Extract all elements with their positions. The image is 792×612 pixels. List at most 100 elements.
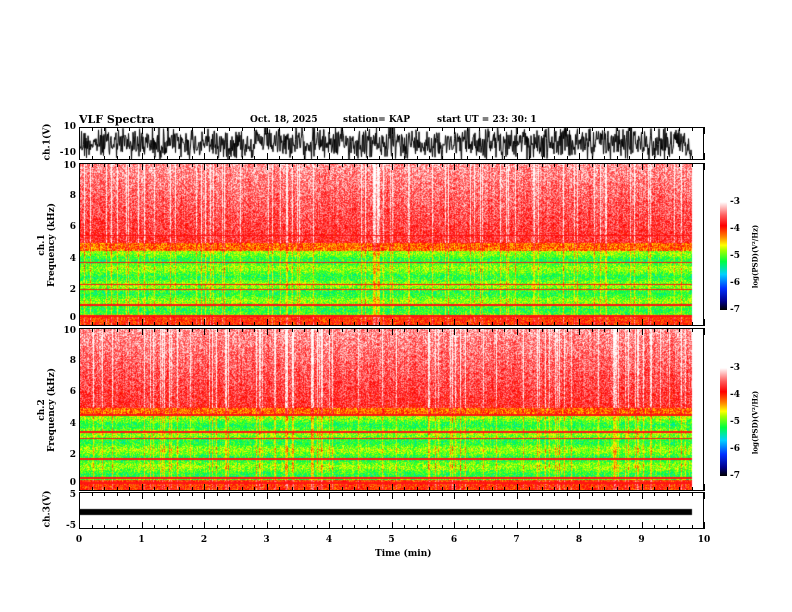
tick-mark — [516, 127, 518, 134]
tick-mark — [529, 322, 530, 326]
tick-mark — [629, 328, 630, 332]
tick-mark — [429, 328, 430, 332]
tick-mark — [704, 522, 705, 529]
tick-mark — [179, 492, 180, 496]
tick-mark — [504, 156, 505, 160]
tick-mark — [166, 487, 168, 491]
ch1-y-label: ch.1(V) — [42, 123, 53, 161]
tick-mark — [354, 492, 355, 496]
tick-mark — [316, 328, 318, 332]
tick-mark — [116, 328, 118, 332]
tick-mark — [704, 153, 705, 160]
tick-mark — [529, 156, 530, 160]
tick-mark — [141, 484, 143, 491]
tick-mark — [454, 328, 455, 335]
tick-mark — [366, 127, 368, 131]
tick-mark — [479, 156, 480, 160]
tick-mark — [241, 322, 243, 326]
tick-mark — [404, 127, 405, 131]
x-tick-label: 8 — [575, 535, 583, 545]
tick-mark — [616, 163, 618, 167]
tick-mark — [604, 492, 605, 496]
tick-mark — [441, 487, 443, 491]
tick-mark — [691, 163, 693, 167]
tick-mark — [566, 525, 568, 529]
tick-mark — [641, 127, 643, 134]
tick-mark — [91, 492, 93, 496]
tick-mark — [679, 328, 680, 332]
tick-mark — [141, 319, 143, 326]
tick-mark — [479, 127, 480, 131]
tick-mark — [691, 487, 693, 491]
tick-mark — [641, 319, 643, 326]
x-tick-label: 1 — [138, 535, 145, 545]
tick-mark — [466, 328, 468, 332]
tick-mark — [466, 127, 468, 131]
tick-mark — [691, 127, 693, 131]
tick-mark — [216, 127, 218, 131]
tick-mark — [391, 492, 393, 499]
tick-mark — [579, 492, 580, 499]
tick-mark — [666, 156, 668, 160]
tick-mark — [691, 156, 693, 160]
tick-mark — [654, 492, 655, 496]
tick-mark — [254, 492, 255, 496]
tick-mark — [541, 163, 543, 167]
tick-mark — [454, 484, 455, 491]
tick-mark — [204, 522, 205, 529]
tick-mark — [629, 163, 630, 167]
tick-mark — [641, 484, 643, 491]
tick-mark — [679, 487, 680, 491]
tick-mark — [216, 525, 218, 529]
tick-mark — [554, 525, 555, 529]
tick-mark — [379, 127, 380, 131]
tick-mark — [291, 156, 293, 160]
tick-mark — [266, 492, 268, 499]
tick-mark — [379, 163, 380, 167]
tick-mark — [366, 156, 368, 160]
tick-mark — [291, 328, 293, 332]
tick-mark — [529, 525, 530, 529]
tick-mark — [541, 487, 543, 491]
tick-mark — [116, 525, 118, 529]
tick-mark — [591, 127, 593, 131]
tick-mark — [491, 156, 493, 160]
ch1-spectrogram-image — [80, 164, 703, 325]
tick-mark — [116, 127, 118, 131]
ch1-spectrogram-panel — [79, 163, 704, 326]
tick-mark — [591, 156, 593, 160]
tick-mark — [379, 525, 380, 529]
tick-mark — [366, 487, 368, 491]
tick-mark — [216, 163, 218, 167]
tick-mark — [79, 319, 80, 326]
tick-mark — [404, 156, 405, 160]
tick-mark — [204, 163, 205, 170]
tick-mark — [554, 156, 555, 160]
tick-mark — [666, 322, 668, 326]
tick-mark — [79, 153, 80, 160]
tick-mark — [629, 322, 630, 326]
tick-mark — [491, 328, 493, 332]
tick-mark — [254, 328, 255, 332]
x-tick-label: 6 — [450, 535, 458, 545]
tick-mark — [154, 328, 155, 332]
tick-mark — [329, 522, 330, 529]
tick-mark — [366, 322, 368, 326]
x-tick-label: 2 — [200, 535, 208, 545]
tick-mark — [616, 328, 618, 332]
tick-mark — [341, 127, 343, 131]
tick-mark — [279, 487, 280, 491]
ch1-spectrogram-y-label: ch.1 Frequency (kHz) — [37, 180, 57, 310]
tick-mark — [379, 322, 380, 326]
tick-mark — [391, 127, 393, 134]
tick-mark — [316, 322, 318, 326]
spectrogram-ytick: 8 — [69, 356, 76, 366]
tick-mark — [629, 492, 630, 496]
tick-mark — [404, 525, 405, 529]
tick-mark — [141, 127, 143, 134]
tick-mark — [204, 127, 205, 134]
tick-mark — [591, 525, 593, 529]
tick-mark — [216, 492, 218, 496]
ch2-spectrogram-y-label: ch.2 Frequency (kHz) — [37, 345, 57, 475]
